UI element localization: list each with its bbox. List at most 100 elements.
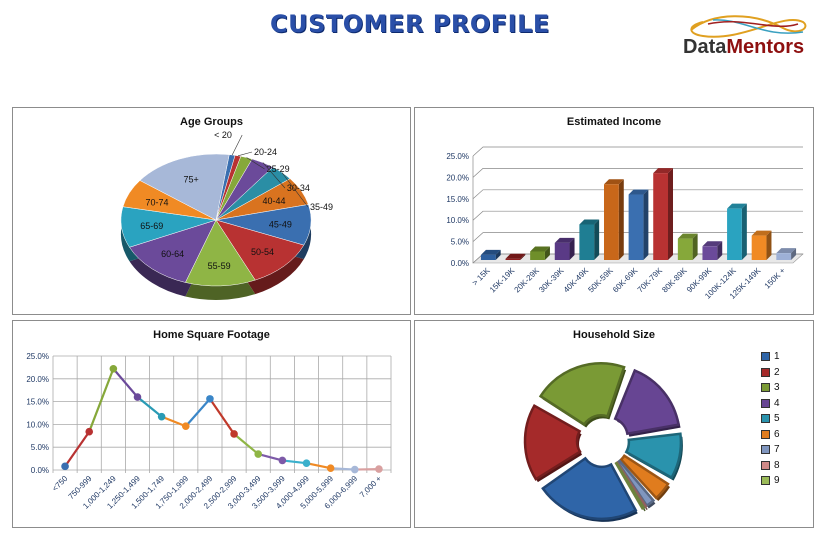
legend-label: 7 bbox=[774, 444, 780, 456]
donut-slice bbox=[541, 456, 638, 521]
age-slice-label: 65-69 bbox=[140, 221, 163, 231]
legend-swatch bbox=[761, 445, 770, 455]
age-slice-label: 60-64 bbox=[161, 249, 184, 259]
legend-item: 6 bbox=[761, 427, 780, 443]
legend-label: 8 bbox=[774, 459, 780, 471]
household-size-donut-chart bbox=[523, 362, 683, 522]
gridline bbox=[472, 146, 803, 157]
line-segment bbox=[161, 415, 187, 428]
y-tick-label: 25.0% bbox=[26, 352, 49, 361]
y-tick-label: 10.0% bbox=[26, 420, 49, 429]
gridline bbox=[472, 168, 803, 178]
legend-label: 5 bbox=[774, 413, 780, 425]
income-bar bbox=[702, 246, 718, 260]
legend-item: 5 bbox=[761, 411, 780, 427]
legend-swatch bbox=[761, 414, 770, 424]
legend-label: 3 bbox=[774, 382, 780, 394]
income-bar bbox=[579, 224, 595, 260]
age-groups-title: Age Groups bbox=[180, 116, 243, 128]
estimated-income-panel: Estimated Income 0.0% 5.0% 10.0% 15.0% 20.0%… bbox=[414, 107, 814, 315]
legend-swatch bbox=[761, 429, 770, 439]
data-point bbox=[278, 456, 287, 465]
y-tick-label: 15.0% bbox=[446, 195, 469, 204]
legend-item: 2 bbox=[761, 365, 780, 381]
donut-slice bbox=[613, 368, 680, 436]
income-bar-side bbox=[643, 189, 649, 260]
age-slice-label: 45-49 bbox=[269, 219, 292, 229]
income-bar-side bbox=[741, 203, 747, 260]
age-slice bbox=[129, 219, 217, 283]
line-segment bbox=[306, 462, 331, 470]
data-point bbox=[109, 364, 118, 373]
age-leader-line bbox=[246, 157, 265, 170]
household-size-legend: 1 2 3 4 5 6 7 8 9 bbox=[761, 349, 780, 489]
x-tick-label: 20K-29K bbox=[513, 266, 542, 295]
income-bar-top bbox=[530, 246, 550, 252]
income-bar-side bbox=[717, 241, 723, 260]
income-bar bbox=[727, 208, 742, 260]
y-tick-label: 0.0% bbox=[451, 259, 469, 268]
income-bar-top bbox=[604, 179, 624, 185]
home-square-footage-title: Home Square Footage bbox=[153, 329, 270, 341]
age-leader-line bbox=[281, 172, 309, 208]
income-bar bbox=[677, 238, 693, 260]
data-point bbox=[350, 465, 359, 474]
data-point bbox=[85, 427, 94, 436]
age-slice bbox=[185, 219, 256, 287]
legend-item: 1 bbox=[761, 349, 780, 365]
line-segment bbox=[136, 396, 163, 418]
data-point bbox=[206, 395, 214, 403]
legend-item: 9 bbox=[761, 473, 780, 489]
x-tick-label: 150K + bbox=[763, 266, 788, 291]
data-point bbox=[133, 393, 142, 401]
line-segment bbox=[112, 368, 139, 398]
data-point bbox=[61, 462, 69, 471]
donut-slice bbox=[619, 454, 670, 500]
legend-label: 2 bbox=[774, 366, 780, 378]
income-bar-top bbox=[677, 233, 698, 239]
age-slice-label: 75+ bbox=[184, 175, 199, 185]
estimated-income-title: Estimated Income bbox=[566, 116, 662, 128]
datamentors-logo: DataMentors bbox=[683, 12, 813, 67]
age-leader-line bbox=[237, 151, 253, 157]
home-square-footage-panel: Home Square Footage 0.0% 5.0% 10.0% 15.0% 20… bbox=[12, 320, 411, 528]
page-title: CUSTOMER PROFILE bbox=[270, 10, 550, 38]
income-bar-side bbox=[692, 233, 698, 260]
age-slice-label: < 20 bbox=[214, 130, 232, 140]
income-bar-side bbox=[495, 249, 501, 260]
age-slice bbox=[215, 219, 305, 281]
gridline bbox=[472, 189, 803, 200]
income-bar-side bbox=[569, 237, 575, 260]
y-tick-label: 10.0% bbox=[446, 216, 469, 225]
line-segment bbox=[233, 433, 259, 455]
age-leader-line bbox=[231, 134, 243, 156]
x-tick-label: 15K-19K bbox=[488, 266, 517, 295]
legend-item: 3 bbox=[761, 380, 780, 396]
y-tick-label: 25.0% bbox=[446, 152, 469, 161]
income-bar-side bbox=[520, 253, 526, 260]
age-leader-line bbox=[262, 162, 286, 189]
donut-slice bbox=[538, 362, 626, 427]
x-tick-label: 50K-59K bbox=[586, 266, 615, 295]
income-bar-top bbox=[554, 237, 575, 243]
line-segment bbox=[64, 431, 91, 467]
income-bar-top bbox=[628, 189, 649, 195]
age-slice-label: 35-49 bbox=[310, 202, 333, 212]
income-bar bbox=[505, 258, 521, 260]
income-bar-top bbox=[579, 219, 600, 225]
data-point bbox=[302, 459, 311, 467]
home-square-footage-line-chart: 0.0%5.0%10.0%15.0%20.0%25.0%<750750-9991… bbox=[26, 352, 392, 511]
x-tick-label: 80K-89K bbox=[660, 266, 689, 295]
age-slice-label: 30-34 bbox=[287, 183, 310, 193]
y-tick-label: 5.0% bbox=[31, 443, 49, 452]
x-tick-label: 60K-69K bbox=[611, 266, 640, 295]
age-slice-label: 20-24 bbox=[254, 147, 277, 157]
legend-swatch bbox=[761, 476, 770, 486]
gridline bbox=[472, 210, 803, 221]
data-point bbox=[181, 422, 190, 431]
income-bar bbox=[751, 235, 767, 260]
income-bar-side bbox=[791, 248, 797, 260]
age-groups-panel: Age Groups < 20 20-24 25-29 30-34 35-49 40-44… bbox=[12, 107, 411, 315]
income-bar-side bbox=[766, 230, 772, 260]
legend-label: 6 bbox=[774, 428, 780, 440]
